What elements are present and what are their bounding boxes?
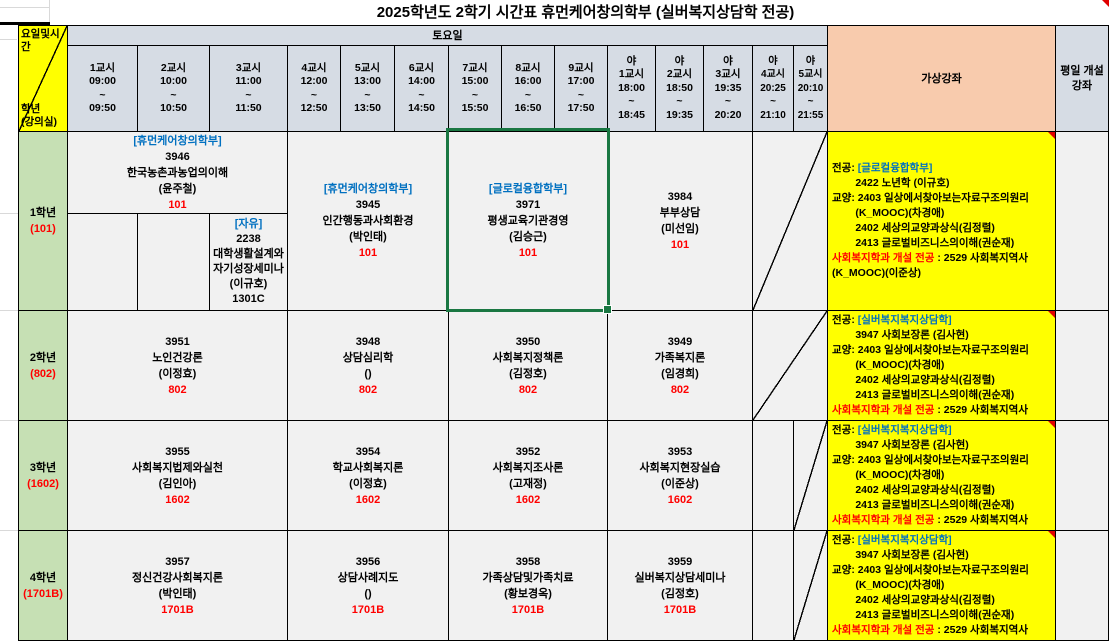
pane-divider-line: [0, 22, 50, 25]
weekday-column-cell-3[interactable]: [1055, 420, 1109, 531]
weekday-courses-header[interactable]: 평일 개설 강좌: [1055, 25, 1109, 132]
comment-marker-icon: [1048, 311, 1055, 318]
margin-gridline: [0, 7, 49, 8]
course-cell-4-n13[interactable]: 3959 실버복지상담세미나 (김정호) 1701B: [607, 530, 753, 641]
grade-row-header-3[interactable]: 3학년 (1602): [18, 420, 68, 531]
course-cell-2-p79[interactable]: 3950 사회복지정책론 (김정호) 802: [448, 310, 608, 421]
course-cell-3-p79[interactable]: 3952 사회복지조사론 (고재정) 1602: [448, 420, 608, 531]
comment-marker-icon: [1048, 421, 1055, 428]
period-header-9[interactable]: 9교시 17:00 ~17:50: [554, 45, 608, 132]
period-header-1[interactable]: 1교시 09:00 ~09:50: [67, 45, 138, 132]
grade-row-header-2[interactable]: 2학년 (802): [18, 310, 68, 421]
night-period-header-2[interactable]: 야 2교시 18:50 ~19:35: [655, 45, 704, 132]
margin-gridline: [49, 0, 50, 23]
corner-cell[interactable]: 요일및시간 학년 (강의실): [18, 25, 68, 132]
weekday-column-cell-4[interactable]: [1055, 530, 1109, 641]
course-cell-2-p13[interactable]: 3951 노인건강론 (이정효) 802: [67, 310, 288, 421]
night-period-header-1[interactable]: 야 1교시 18:00 ~18:45: [607, 45, 656, 132]
course-cell-2-n13[interactable]: 3949 가족복지론 (임경희) 802: [607, 310, 753, 421]
course-cell-3-p13[interactable]: 3955 사회복지법제와실천 (김인아) 1602: [67, 420, 288, 531]
course-cell-3-p46[interactable]: 3954 학교사회복지론 (이정효) 1602: [287, 420, 449, 531]
period-header-8[interactable]: 8교시 16:00 ~16:50: [501, 45, 555, 132]
course-cell-3-n13[interactable]: 3953 사회복지현장실습 (이준상) 1602: [607, 420, 753, 531]
comment-marker-icon: [1048, 132, 1055, 139]
period-header-6[interactable]: 6교시 14:00 ~14:50: [394, 45, 449, 132]
page-title: 2025학년도 2학기 시간표 휴먼케어창의학부 (실버복지상담학 전공): [376, 4, 795, 21]
diagonal-cell-2-n45[interactable]: [752, 310, 828, 421]
course-cell-4-p13[interactable]: 3957 정신건강사회복지론 (박인태) 1701B: [67, 530, 288, 641]
margin-gridline: [0, 213, 18, 214]
diagonal-cell-4-n5[interactable]: [793, 530, 828, 641]
night-period-header-3[interactable]: 야 3교시 19:35 ~20:20: [703, 45, 753, 132]
margin-gridline: [0, 39, 17, 40]
course-cell-1-p79-selected[interactable]: [글로컬융합학부] 3971 평생교육기관경영 (김승근) 101: [448, 131, 608, 311]
virtual-courses-cell-4[interactable]: 전공: [실버복지복지상담학] 3947 사회보장론 (김사현) 교양: 240…: [827, 530, 1056, 641]
corner-grade-label: 학년 (강의실): [21, 103, 57, 128]
virtual-courses-cell-3[interactable]: 전공: [실버복지복지상담학] 3947 사회보장론 (김사현) 교양: 240…: [827, 420, 1056, 531]
saturday-header[interactable]: 토요일: [67, 25, 828, 46]
margin-gridline: [0, 310, 18, 311]
weekday-column-cell-1[interactable]: [1055, 131, 1109, 311]
course-cell-1-n13[interactable]: 3984 부부상담 (미선임) 101: [607, 131, 753, 311]
empty-cell-4-n4[interactable]: [752, 530, 794, 641]
course-cell-4-p79[interactable]: 3958 가족상담및가족치료 (황보경옥) 1701B: [448, 530, 608, 641]
grade-row-header-1[interactable]: 1학년 (101): [18, 131, 68, 311]
course-cell-1-p3-free[interactable]: [자유] 2238 대학생활설계와자기성장세미나 (이규호) 1301C: [209, 213, 288, 311]
comment-marker-icon: [1102, 0, 1109, 7]
corner-day-time-label: 요일및시간: [21, 28, 60, 53]
diagonal-cell-3-n5[interactable]: [793, 420, 828, 531]
period-header-2[interactable]: 2교시 10:00 ~10:50: [137, 45, 210, 132]
virtual-courses-cell-1[interactable]: 전공: [글로컬융합학부] 2422 노년학 (이규호) 교양: 2403 일상…: [827, 131, 1056, 311]
period-header-7[interactable]: 7교시 15:00 ~15:50: [448, 45, 502, 132]
course-cell-4-p46[interactable]: 3956 상담사례지도 () 1701B: [287, 530, 449, 641]
course-cell-1-p46[interactable]: [휴먼케어창의학부] 3945 인간행동과사회환경 (박인태) 101: [287, 131, 449, 311]
margin-gridline: [0, 420, 18, 421]
comment-marker-icon: [1048, 531, 1055, 538]
empty-cell-1-p2[interactable]: [137, 213, 210, 311]
course-cell-1-p13[interactable]: [휴먼케어창의학부] 3946 한국농촌과농업의이해 (윤주철) 101: [67, 131, 288, 214]
grade-row-header-4[interactable]: 4학년 (1701B): [18, 530, 68, 641]
empty-cell-3-n4[interactable]: [752, 420, 794, 531]
empty-cell-1-p1[interactable]: [67, 213, 138, 311]
course-cell-2-p46[interactable]: 3948 상담심리학 () 802: [287, 310, 449, 421]
night-period-header-4[interactable]: 야 4교시 20:25 ~21:10: [752, 45, 794, 132]
period-header-4[interactable]: 4교시 12:00 ~12:50: [287, 45, 341, 132]
weekday-column-cell-2[interactable]: [1055, 310, 1109, 421]
night-period-header-5[interactable]: 야 5교시 20:10 ~21:55: [793, 45, 828, 132]
margin-gridline: [0, 530, 18, 531]
period-header-5[interactable]: 5교시 13:00 ~13:50: [340, 45, 395, 132]
virtual-courses-cell-2[interactable]: 전공: [실버복지복지상담학] 3947 사회보장론 (김사현) 교양: 240…: [827, 310, 1056, 421]
virtual-courses-header[interactable]: 가상강좌: [827, 25, 1056, 132]
period-header-3[interactable]: 3교시 11:00 ~11:50: [209, 45, 288, 132]
diagonal-cell-1-n45[interactable]: [752, 131, 828, 311]
